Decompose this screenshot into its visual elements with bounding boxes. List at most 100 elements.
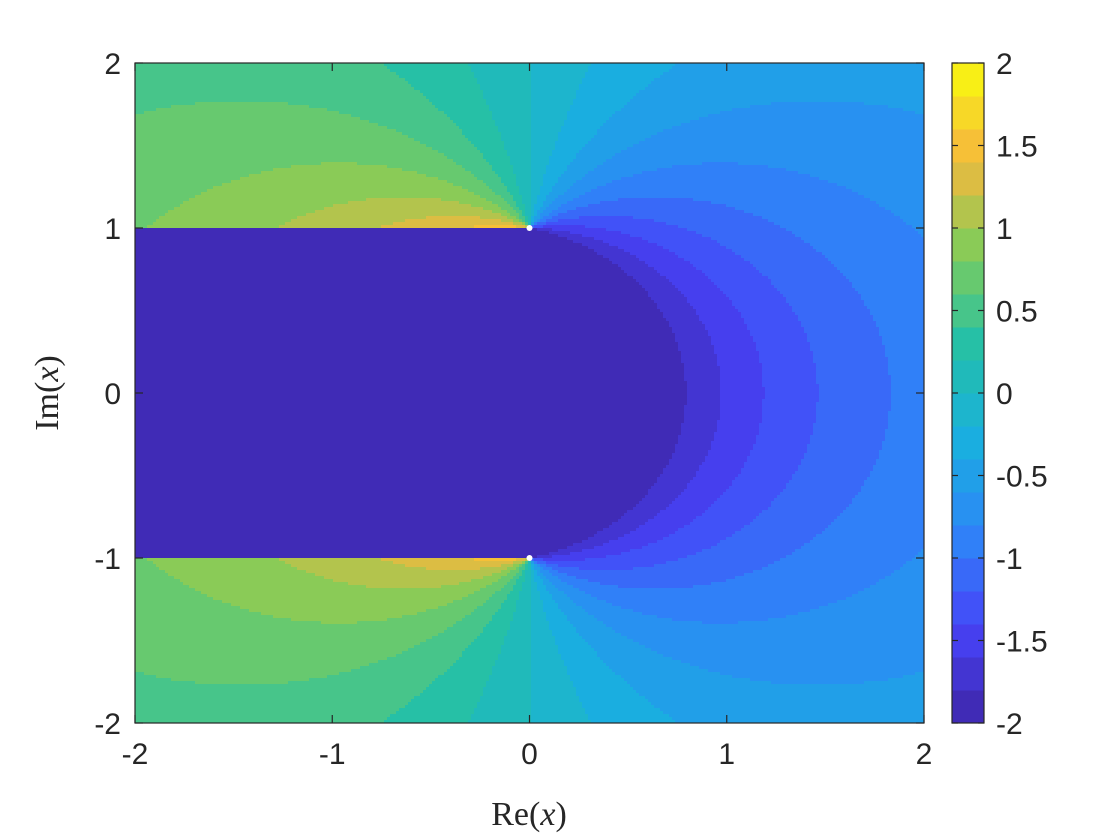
contour-cell [657, 477, 694, 481]
contour-cell [507, 153, 532, 157]
contour-cell [501, 645, 532, 649]
contour-cell [627, 681, 772, 685]
contour-cell [588, 642, 640, 646]
contour-cell [735, 306, 793, 310]
contour-cell [891, 210, 924, 214]
contour-cell [384, 720, 469, 723]
contour-cell [801, 462, 877, 466]
contour-cell [888, 414, 924, 418]
contour-cell [795, 234, 922, 238]
contour-cell [720, 111, 916, 115]
contour-cell [531, 609, 544, 613]
contour-cell [840, 513, 924, 517]
contour-cell [531, 663, 565, 667]
contour-cell [594, 648, 652, 652]
contour-cell [135, 156, 448, 160]
contour-cell [531, 696, 580, 700]
contour-cell [594, 534, 625, 538]
contour-cell [744, 462, 802, 466]
contour-cell [471, 141, 505, 145]
contour-cell [531, 84, 580, 88]
colorbar-tick-label: 2 [996, 48, 1013, 81]
contour-cell [567, 111, 616, 115]
contour-cell [501, 195, 514, 199]
contour-cell [717, 363, 763, 367]
contour-cell [528, 564, 532, 568]
contour-cell [501, 651, 532, 655]
contour-cell [513, 219, 520, 223]
contour-cell [876, 201, 924, 205]
x-tick-label: 2 [916, 738, 933, 771]
contour-cell [402, 168, 466, 172]
contour-cell [624, 249, 670, 253]
contour-cell [387, 165, 463, 169]
contour-cell [657, 651, 924, 655]
contour-cell [816, 372, 889, 376]
contour-cell [531, 87, 580, 91]
contour-cell [654, 267, 697, 271]
contour-cell [774, 222, 907, 226]
contour-cell [135, 711, 397, 715]
contour-cell [504, 144, 532, 148]
contour-cell [630, 531, 676, 535]
contour-cell [807, 447, 883, 451]
contour-cell [483, 90, 532, 94]
contour-cell [531, 573, 535, 577]
contour-cell [567, 573, 745, 577]
colorbar-band [952, 690, 984, 724]
contour-cell [135, 384, 688, 388]
contour-cell [486, 624, 511, 628]
contour-cell [612, 156, 924, 160]
contour-cell [696, 267, 757, 271]
contour-cell [819, 396, 892, 400]
contour-cell [135, 276, 634, 280]
contour-cell [582, 705, 655, 709]
contour-cell [594, 135, 652, 139]
contour-cell [531, 714, 589, 718]
contour-cell [396, 72, 475, 76]
contour-cell [474, 144, 505, 148]
contour-cell [135, 111, 145, 115]
contour-cell [810, 174, 924, 178]
contour-cell [522, 219, 526, 223]
contour-cell [531, 678, 571, 682]
contour-cell [492, 669, 532, 673]
contour-cell [771, 102, 865, 106]
contour-cell [735, 207, 886, 211]
contour-cell [546, 618, 568, 622]
contour-cell [135, 609, 250, 613]
y-tick-label: 2 [104, 48, 121, 81]
contour-cell [135, 669, 352, 673]
contour-cell [135, 456, 673, 460]
contour-cell [561, 174, 586, 178]
contour-cell [531, 177, 544, 181]
contour-cell [438, 177, 478, 181]
contour-cell [660, 75, 924, 79]
contour-cell [711, 339, 754, 343]
contour-cell [414, 696, 481, 700]
contour-cell [678, 441, 712, 445]
contour-cell [531, 105, 571, 109]
contour-cell [879, 453, 924, 457]
contour-cell [453, 159, 487, 163]
contour-cell [456, 660, 496, 664]
contour-cell [702, 234, 796, 238]
contour-cell [525, 219, 529, 223]
contour-cell [564, 591, 586, 595]
contour-cell [423, 93, 484, 97]
contour-cell [825, 528, 924, 532]
contour-cell [642, 237, 712, 241]
contour-cell [528, 219, 532, 223]
contour-cell [807, 339, 883, 343]
contour-cell [135, 717, 388, 721]
contour-cell [324, 576, 484, 580]
contour-cell [738, 621, 924, 625]
contour-cell [135, 120, 370, 124]
contour-cell [135, 558, 148, 562]
contour-cell [387, 717, 472, 721]
contour-cell [567, 210, 745, 214]
contour-cell [561, 654, 598, 658]
contour-cell [756, 348, 811, 352]
contour-cell [531, 117, 568, 121]
contour-cell [612, 114, 709, 118]
